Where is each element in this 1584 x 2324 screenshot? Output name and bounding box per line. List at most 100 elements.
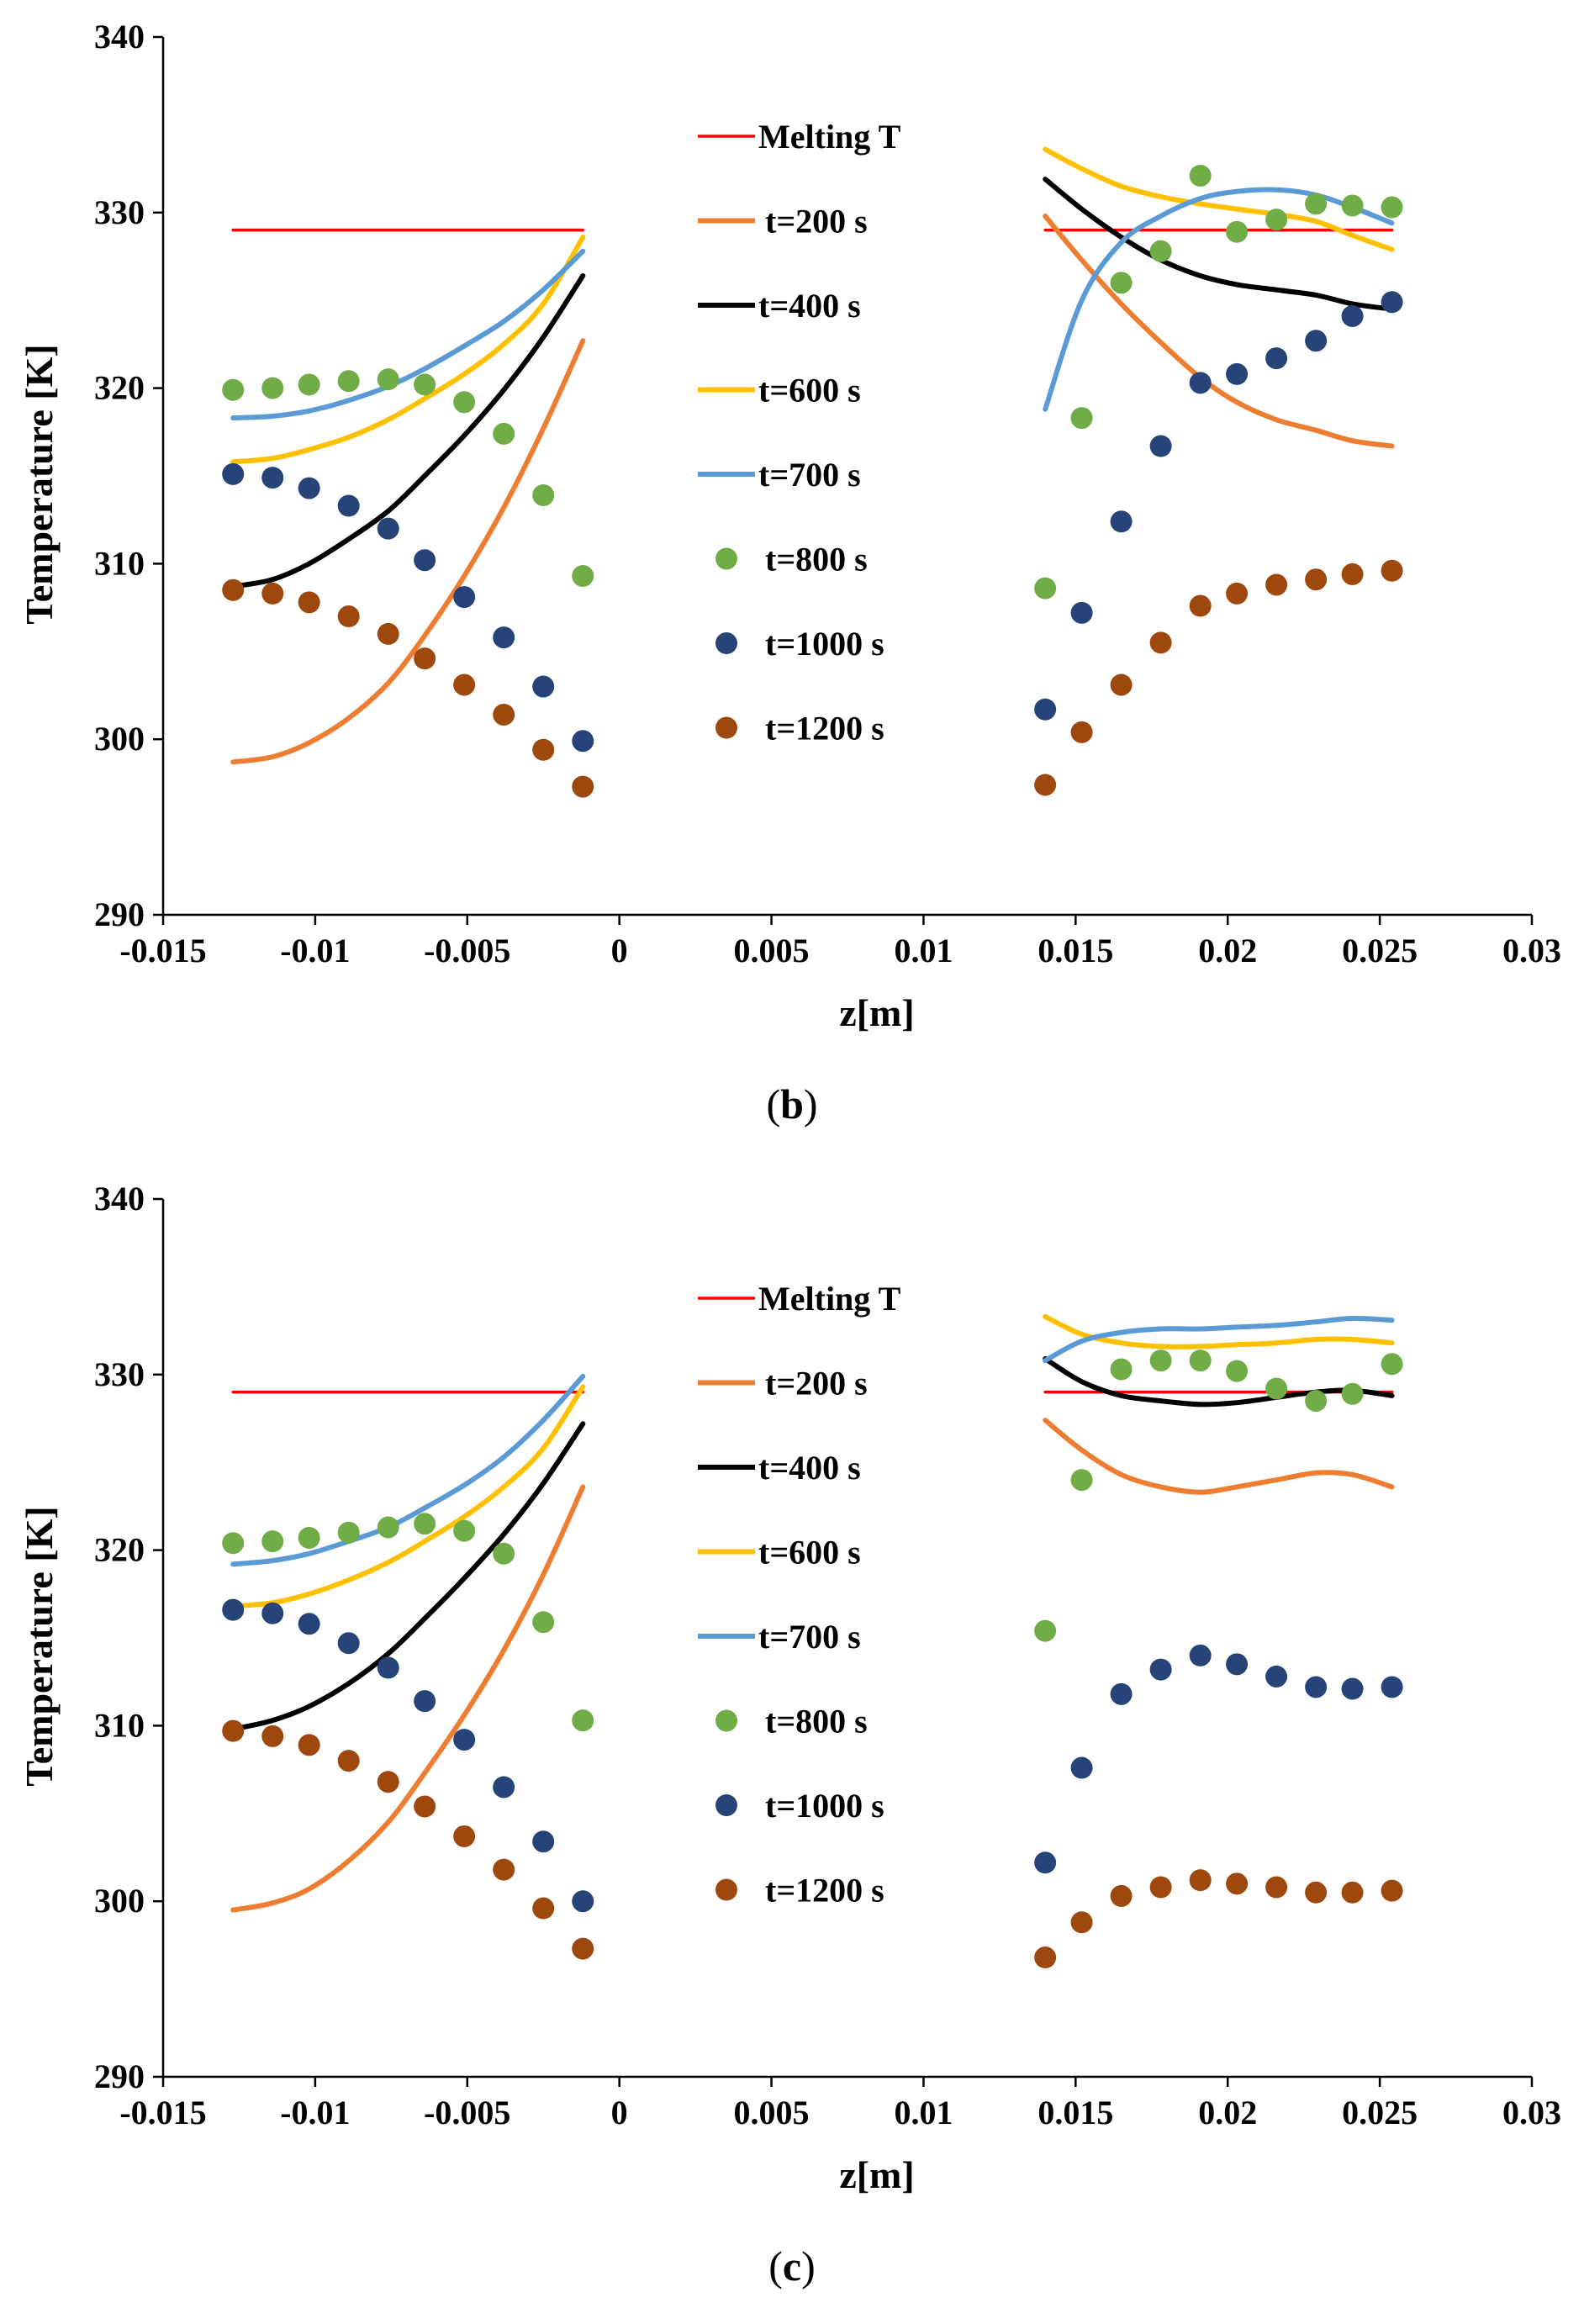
data-point [1189, 372, 1212, 394]
data-point [1034, 698, 1057, 721]
data-point [1381, 559, 1403, 582]
x-tick-label: 0.01 [894, 2094, 953, 2131]
data-point [1265, 347, 1288, 370]
legend-marker-swatch [715, 547, 737, 570]
data-point [1149, 240, 1172, 262]
x-tick-label: 0.025 [1342, 2094, 1418, 2131]
data-point [532, 1830, 555, 1853]
data-point [453, 673, 476, 696]
data-point [1265, 573, 1288, 596]
y-axis-title: Temperature [K] [18, 344, 61, 624]
data-point [298, 1734, 320, 1756]
x-tick-label: 0.005 [734, 932, 810, 969]
x-tick-label: -0.005 [424, 2094, 510, 2131]
data-point [414, 549, 436, 572]
series-line [1043, 1315, 1395, 1364]
legend-label: t=600 s [758, 372, 861, 409]
data-point [1149, 1350, 1172, 1372]
y-axis-title: Temperature [K] [18, 1506, 61, 1786]
data-point [337, 494, 360, 517]
x-tick-label: 0.005 [734, 2094, 810, 2131]
data-point [377, 1516, 399, 1539]
data-point [1189, 1644, 1212, 1666]
data-point [1034, 1851, 1057, 1874]
chart-panel-b: 290 300 310 320 330 340 -0.015 -0.01 -0.005 0 0.00… [18, 18, 1561, 1128]
data-point [1265, 1665, 1288, 1688]
x-tick-label: -0.015 [119, 932, 206, 969]
x-tick-label: 0 [611, 932, 628, 969]
data-point [1070, 1756, 1093, 1779]
data-point [414, 647, 436, 670]
data-point [1070, 1911, 1093, 1934]
data-point [493, 626, 515, 649]
data-point [1070, 407, 1093, 430]
data-point [1226, 1653, 1249, 1676]
x-tick-label: 0.025 [1342, 932, 1418, 969]
x-axis-title: z[m] [839, 2153, 914, 2196]
data-point [298, 1613, 320, 1635]
data-point [1149, 1658, 1172, 1681]
series-line [1043, 177, 1395, 312]
legend-label: t=700 s [758, 1618, 861, 1656]
x-tick-label: 0.03 [1502, 932, 1561, 969]
y-tick-label: 330 [94, 1355, 145, 1393]
data-point [532, 1611, 555, 1634]
data-point [1341, 304, 1364, 327]
legend-label: t=1000 s [765, 625, 884, 663]
series-line [230, 235, 586, 465]
data-point [1341, 194, 1364, 217]
series-line [1043, 146, 1395, 252]
legend-label: t=400 s [758, 1449, 861, 1487]
caption-open-paren: ( [768, 2242, 783, 2290]
data-point [1226, 362, 1249, 385]
data-point [572, 730, 594, 753]
x-axis-title: z[m] [839, 991, 914, 1034]
data-point [493, 1858, 515, 1881]
series-line [230, 1373, 586, 1567]
x-tick-label: -0.005 [424, 932, 510, 969]
series-line [230, 1421, 586, 1732]
legend-label: t=700 s [758, 456, 861, 494]
data-point [222, 1598, 245, 1621]
data-point [1341, 1382, 1364, 1405]
data-point [1305, 330, 1328, 352]
data-point [1034, 774, 1057, 796]
data-point [1189, 164, 1212, 187]
data-point [493, 703, 515, 726]
data-point [414, 1795, 436, 1818]
data-point [572, 565, 594, 588]
data-point [1265, 209, 1288, 231]
legend-label: Melting T [758, 118, 901, 156]
x-tick-label: 0.02 [1198, 932, 1257, 969]
data-point [222, 1719, 245, 1742]
legend-label: t=1000 s [765, 1787, 884, 1825]
legend-label: t=1200 s [765, 1872, 884, 1909]
data-point [1034, 577, 1057, 599]
data-point [261, 1602, 284, 1624]
series-line [1043, 1418, 1395, 1495]
series-line [1043, 1356, 1395, 1408]
data-point [1110, 1358, 1133, 1381]
legend-label: t=200 s [765, 203, 868, 240]
data-point [377, 517, 399, 540]
data-point [1034, 1619, 1057, 1642]
x-tick-label: 0.015 [1038, 932, 1113, 969]
data-point [532, 1897, 555, 1920]
data-point [337, 1632, 360, 1655]
data-point [1070, 601, 1093, 624]
y-tick-label: 330 [94, 193, 145, 231]
data-point [532, 675, 555, 698]
data-point [1341, 563, 1364, 585]
data-point [222, 462, 245, 485]
data-point [1149, 631, 1172, 654]
data-point [1305, 1390, 1328, 1413]
data-point [1226, 1360, 1249, 1382]
series-line [1043, 214, 1395, 449]
chart-panel-c: 290 300 310 320 330 340 -0.015 -0.01 -0.005 0 0.00… [0, 1162, 1584, 2324]
x-tick-label: -0.01 [280, 932, 350, 969]
data-point [453, 391, 476, 414]
series-line [230, 273, 586, 589]
data-point [298, 373, 320, 396]
y-tick-label: 300 [94, 1882, 145, 1920]
data-point [453, 586, 476, 609]
